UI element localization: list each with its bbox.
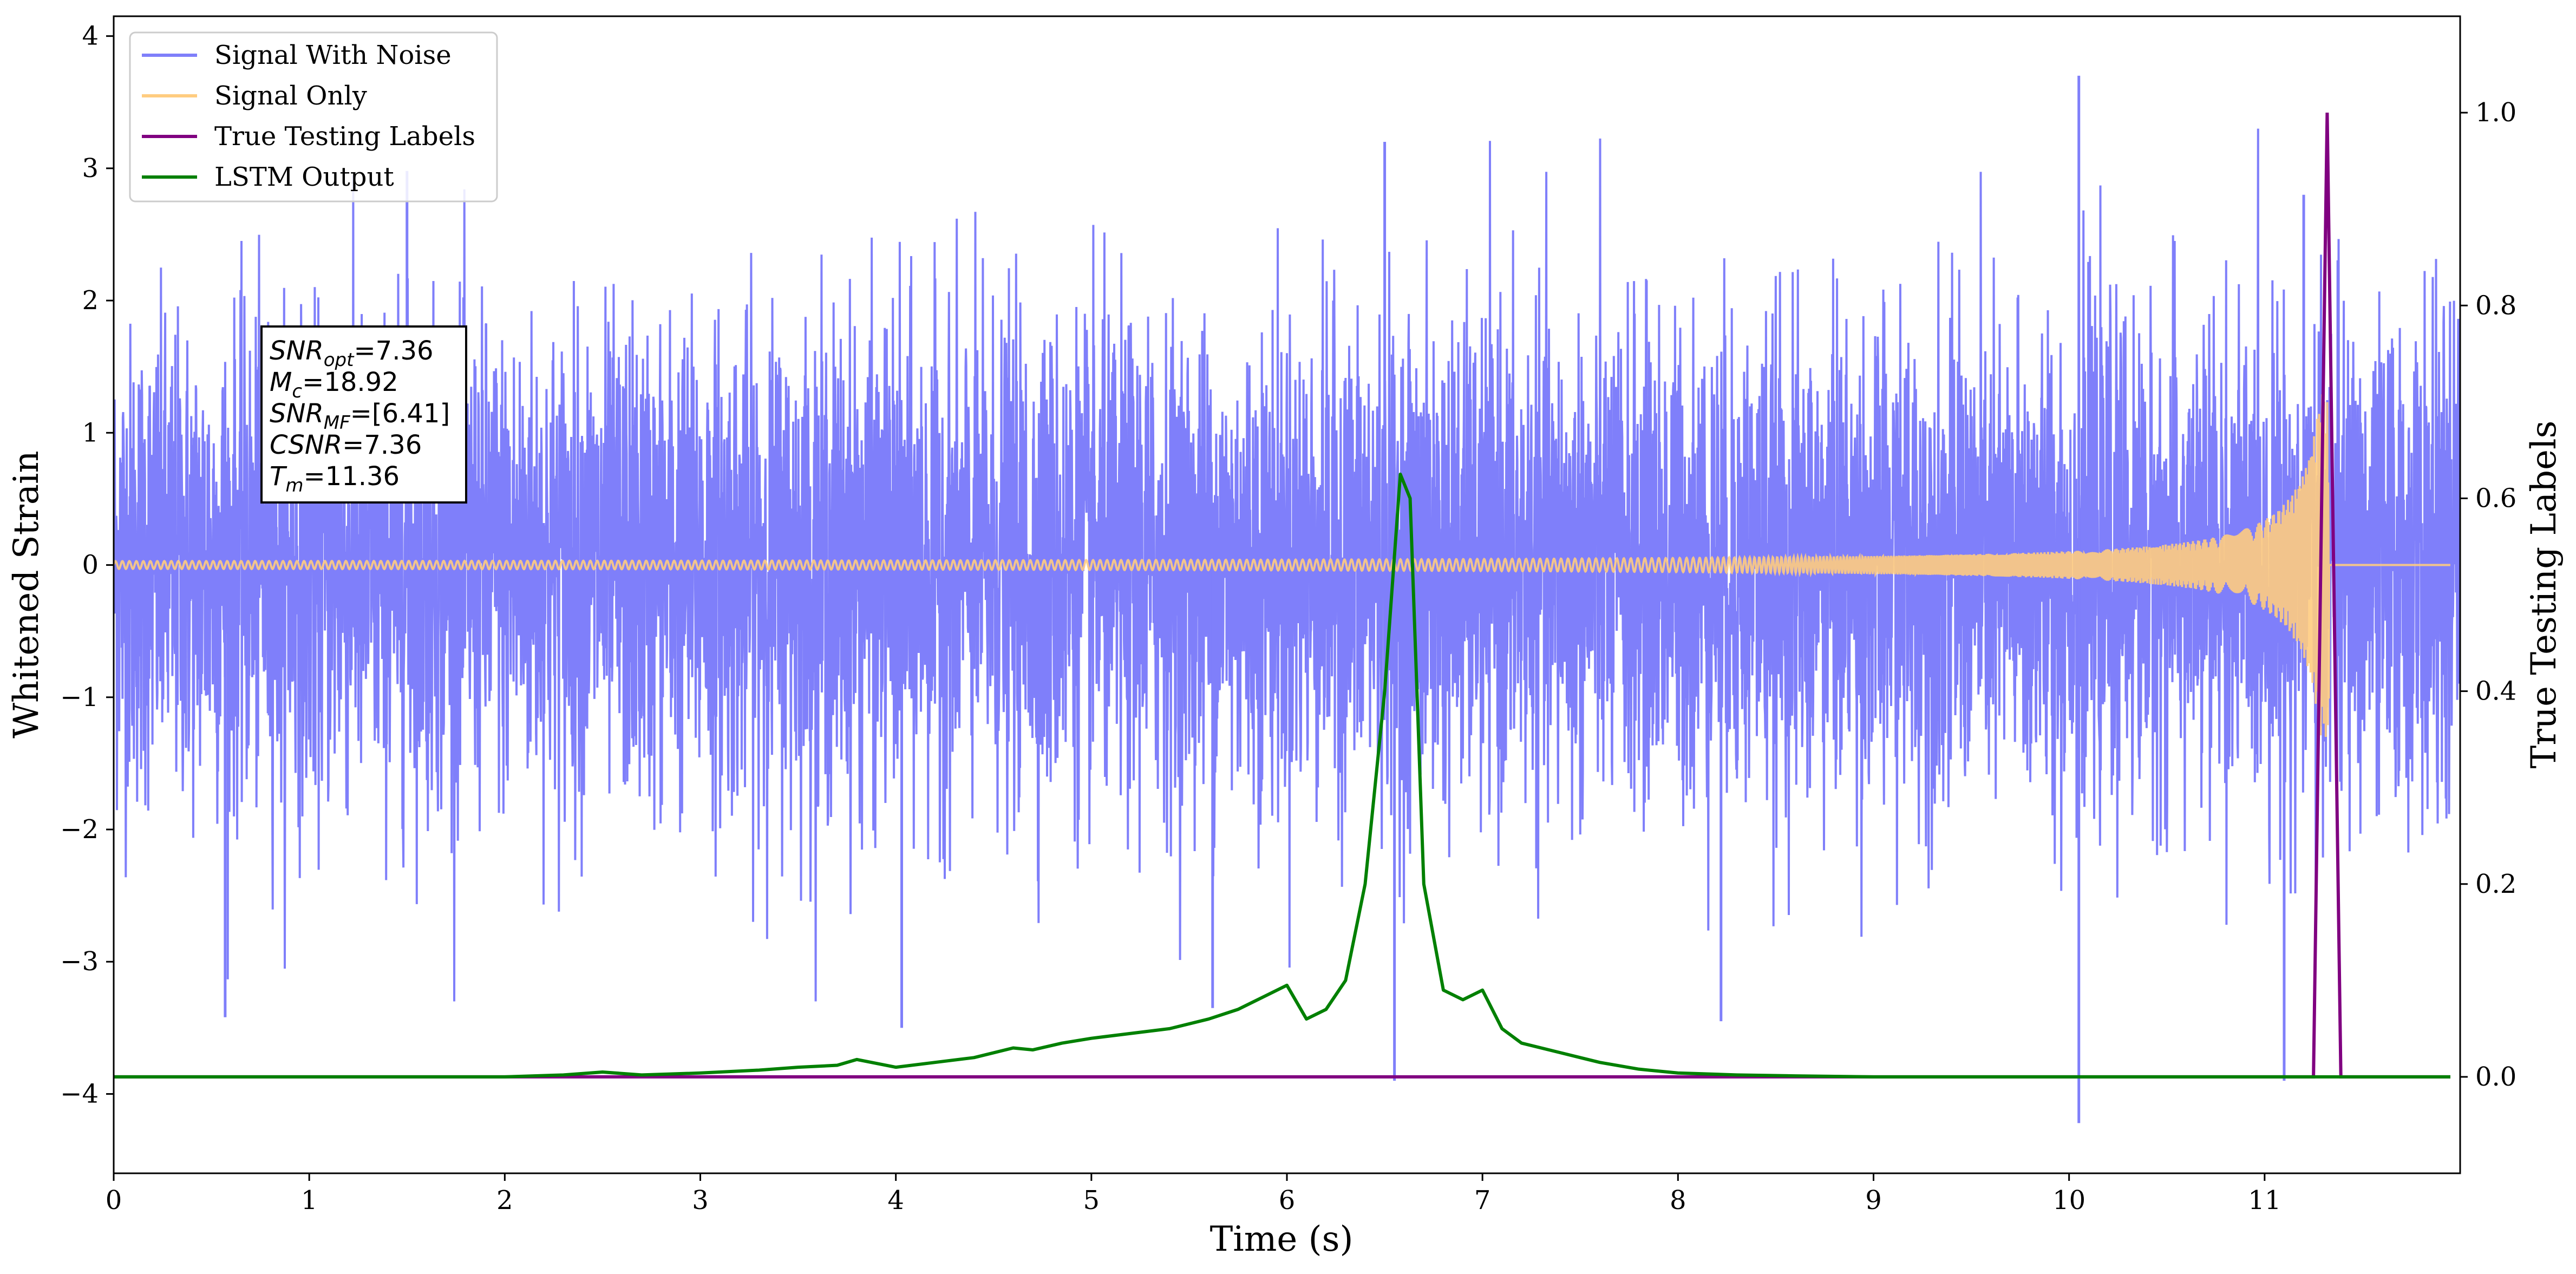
y-tick-label: 0 — [82, 550, 99, 580]
y2-axis-title: True Testing Labels — [2524, 421, 2564, 769]
y2-tick-label: 0.6 — [2475, 483, 2516, 513]
legend-label: Signal With Noise — [214, 40, 452, 70]
y-tick-label: 3 — [82, 153, 99, 184]
signal-trace — [114, 394, 2450, 737]
y-tick-label: −2 — [60, 814, 99, 845]
x-axis: 0 1 2 3 4 5 6 7 8 9 10 11 — [106, 1173, 2281, 1216]
x-tick-label: 6 — [1279, 1185, 1296, 1216]
y2-tick-label: 0.0 — [2475, 1062, 2516, 1092]
series-lstm-output — [114, 472, 2450, 1079]
lstm-trace — [114, 472, 2450, 1079]
annotation-line: SNRMF=[6.41] — [270, 398, 450, 434]
x-tick-label: 4 — [887, 1185, 904, 1216]
legend-label: LSTM Output — [214, 162, 394, 192]
stats-annotation-box: SNRopt=7.36Mc=18.92SNRMF=[6.41]CSNR=7.36… — [260, 325, 467, 504]
x-tick-label: 11 — [2248, 1185, 2281, 1216]
x-tick-label: 1 — [301, 1185, 318, 1216]
y-tick-label: −3 — [60, 946, 99, 977]
y-tick-label: 1 — [82, 417, 99, 448]
legend-label: Signal Only — [214, 81, 367, 111]
legend: Signal With Noise Signal Only True Testing… — [129, 31, 498, 202]
series-signal-only — [114, 394, 2450, 737]
y-tick-label: 2 — [82, 285, 99, 316]
x-tick-label: 7 — [1474, 1185, 1491, 1216]
annotation-line: CSNR=7.36 — [270, 430, 422, 460]
x-tick-label: 5 — [1083, 1185, 1100, 1216]
noise-trace — [114, 128, 2460, 1002]
legend-label: True Testing Labels — [214, 121, 475, 152]
y-tick-label: 4 — [82, 21, 99, 51]
x-tick-label: 10 — [2052, 1185, 2085, 1216]
y-tick-label: −4 — [60, 1079, 99, 1109]
y-tick-label: −1 — [60, 682, 99, 713]
x-tick-label: 9 — [1865, 1185, 1882, 1216]
x-tick-label: 0 — [106, 1185, 122, 1216]
y2-tick-label: 0.2 — [2475, 869, 2516, 899]
x-axis-title: Time (s) — [1210, 1219, 1354, 1259]
y-axis-right: 0.0 0.2 0.4 0.6 0.8 1.0 — [2460, 97, 2516, 1092]
y-axis-left: −4 −3 −2 −1 0 1 2 3 4 — [60, 21, 114, 1109]
x-tick-label: 8 — [1670, 1185, 1686, 1216]
y2-tick-label: 0.4 — [2475, 676, 2516, 707]
annotation-line: Tm=11.36 — [270, 461, 400, 496]
annotation-line: Mc=18.92 — [270, 367, 398, 402]
x-tick-label: 2 — [496, 1185, 513, 1216]
y2-tick-label: 0.8 — [2475, 290, 2516, 321]
x-tick-label: 3 — [692, 1185, 709, 1216]
series-signal-with-noise — [114, 75, 2460, 1123]
annotation-line: SNRopt=7.36 — [270, 336, 434, 371]
y2-tick-label: 1.0 — [2475, 97, 2516, 128]
y-axis-title: Whitened Strain — [6, 450, 47, 738]
